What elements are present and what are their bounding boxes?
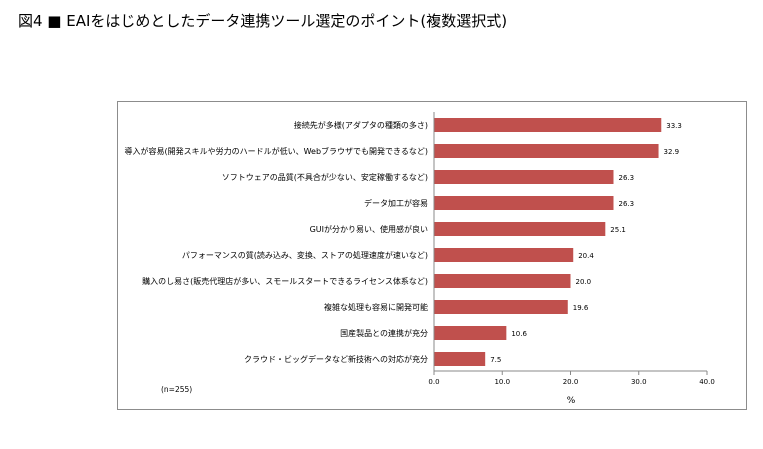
category-label: 導入が容易(開発スキルや労力のハードルが低い、Webブラウザでも開発できるなど): [124, 146, 428, 156]
bar: [434, 326, 507, 340]
bar: [434, 222, 606, 236]
category-label: 複雑な処理も容易に開発可能: [324, 302, 428, 312]
value-label: 33.3: [666, 122, 682, 130]
bar: [434, 352, 486, 366]
x-axis: 0.0 10.0 20.0 30.0 40.0: [428, 112, 715, 386]
value-label: 26.3: [618, 200, 634, 208]
value-label: 10.6: [511, 330, 527, 338]
value-label: 32.9: [664, 148, 680, 156]
x-tick-label: 30.0: [631, 378, 647, 386]
bar: [434, 170, 614, 184]
bar: [434, 300, 568, 314]
category-label: 接続先が多様(アダプタの種類の多さ): [294, 120, 428, 130]
bars-layer: [434, 118, 662, 366]
category-label: ソフトウェアの品質(不具合が少ない、安定稼働するなど): [222, 172, 428, 182]
bar: [434, 274, 571, 288]
sample-size-note: (n=255): [161, 385, 192, 394]
category-label: 国産製品との連携が充分: [340, 328, 428, 338]
bar: [434, 196, 614, 210]
x-tick-label: 10.0: [494, 378, 510, 386]
category-labels: 接続先が多様(アダプタの種類の多さ) 導入が容易(開発スキルや労力のハードルが低い…: [124, 120, 428, 364]
value-label: 25.1: [610, 226, 626, 234]
category-label: クラウド・ビッグデータなど新技術への対応が充分: [244, 354, 428, 364]
bar: [434, 118, 662, 132]
category-label: 購入のし易さ(販売代理店が多い、スモールスタートできるライセンス体系など): [142, 276, 428, 286]
value-label: 26.3: [618, 174, 634, 182]
bar: [434, 248, 574, 262]
x-tick-label: 0.0: [428, 378, 439, 386]
value-label: 19.6: [573, 304, 589, 312]
value-label: 20.4: [578, 252, 594, 260]
bar: [434, 144, 659, 158]
value-label: 20.0: [576, 278, 592, 286]
x-tick-label: 40.0: [699, 378, 715, 386]
category-label: データ加工が容易: [364, 198, 428, 208]
category-label: GUIが分かり易い、使用感が良い: [310, 224, 428, 234]
value-label: 7.5: [490, 356, 501, 364]
figure-title: 図4 ■ EAIをはじめとしたデータ連携ツール選定のポイント(複数選択式): [18, 12, 508, 30]
value-labels: 33.3 32.9 26.3 26.3 25.1 20.4 20.0 19.6 10.6 7.5: [490, 122, 682, 364]
x-tick-label: 20.0: [563, 378, 579, 386]
category-label: パフォーマンスの質(読み込み、変換、ストアの処理速度が速いなど): [182, 250, 428, 260]
x-axis-title: %: [567, 396, 576, 406]
